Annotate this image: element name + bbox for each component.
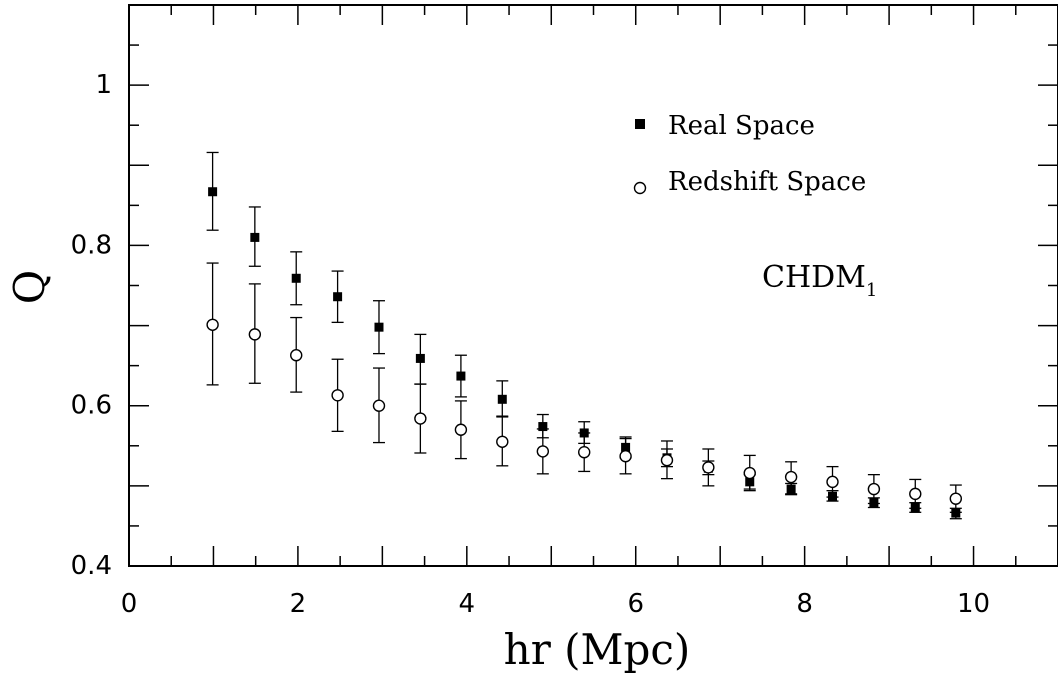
data-point-redshift-space xyxy=(496,435,509,448)
x-tick-label: 0 xyxy=(121,589,138,619)
data-point-real-space xyxy=(497,394,507,404)
series-redshift-space xyxy=(206,262,963,513)
data-point-redshift-space xyxy=(331,389,344,402)
data-point-real-space xyxy=(250,232,260,242)
data-point-redshift-space xyxy=(619,450,632,463)
legend-label-redshift-space: Redshift Space xyxy=(668,167,866,197)
data-point-redshift-space xyxy=(702,461,715,474)
legend-marker-real-space xyxy=(635,119,645,129)
data-point-real-space xyxy=(538,422,548,432)
data-point-redshift-space xyxy=(743,466,756,480)
data-point-real-space xyxy=(291,273,301,283)
legend: Real Space Redshift Space xyxy=(633,111,866,197)
data-point-redshift-space xyxy=(867,482,881,496)
data-point-real-space xyxy=(374,322,384,332)
data-point-redshift-space xyxy=(414,412,427,425)
major-ticks xyxy=(129,5,1058,566)
legend-label-real-space: Real Space xyxy=(668,111,815,141)
data-point-redshift-space xyxy=(372,399,386,412)
data-point-real-space xyxy=(456,371,466,381)
data-point-redshift-space xyxy=(949,492,963,505)
y-axis-title: Q xyxy=(5,270,54,304)
y-tick-label: 1 xyxy=(95,70,112,100)
x-tick-label: 4 xyxy=(459,589,476,619)
data-point-real-space xyxy=(415,353,425,363)
data-point-real-space xyxy=(951,508,961,518)
data-point-real-space xyxy=(208,187,218,197)
data-point-redshift-space xyxy=(909,487,922,501)
data-point-redshift-space xyxy=(290,349,303,362)
model-annotation-subscript: 1 xyxy=(866,280,877,301)
data-point-redshift-space xyxy=(578,445,591,459)
data-point-redshift-space xyxy=(784,470,798,484)
data-point-redshift-space xyxy=(248,328,262,341)
y-tick-label: 0.4 xyxy=(71,551,112,581)
x-tick-labels: 0 2 4 6 8 10 xyxy=(121,589,990,619)
data-point-real-space xyxy=(333,292,343,302)
y-tick-labels: 0.4 0.6 0.8 1 xyxy=(71,70,112,581)
data-point-redshift-space xyxy=(206,318,219,331)
model-annotation-main: CHDM xyxy=(762,260,866,295)
data-point-redshift-space xyxy=(660,454,674,467)
legend-marker-redshift-space xyxy=(633,181,647,195)
data-point-redshift-space xyxy=(536,445,550,458)
x-axis-title: hr (Mpc) xyxy=(504,625,691,674)
x-tick-label: 2 xyxy=(290,589,307,619)
minor-ticks xyxy=(129,5,1058,566)
series-layer xyxy=(206,151,963,520)
x-tick-label: 6 xyxy=(627,589,644,619)
data-point-redshift-space xyxy=(454,423,468,436)
y-tick-label: 0.6 xyxy=(71,391,112,421)
data-point-redshift-space xyxy=(826,475,839,489)
x-tick-label: 10 xyxy=(957,589,990,619)
x-tick-label: 8 xyxy=(796,589,813,619)
plot-frame xyxy=(128,4,1058,567)
model-annotation: CHDM1 xyxy=(762,260,877,301)
y-tick-label: 0.8 xyxy=(71,230,112,260)
